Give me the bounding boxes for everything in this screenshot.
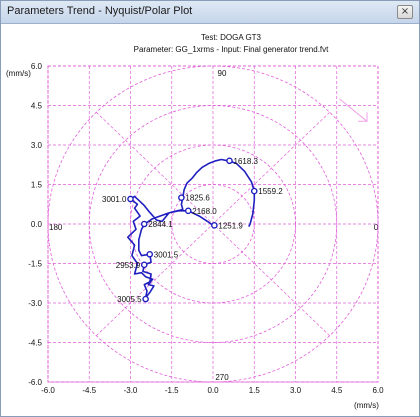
rotation-arrow-head-icon — [358, 112, 368, 122]
x-tick-label: -1.5 — [165, 386, 179, 395]
data-point-label: 2844.1 — [148, 220, 173, 229]
plot-area: -6.0 -4.5 -3.0 -1.5 0.0 1.5 3.0 4.5 6.0 6.0 4.5 3.0… — [28, 62, 384, 395]
data-point-marker — [250, 187, 258, 195]
data-point-marker — [140, 261, 148, 269]
x-tick-label: -6.0 — [41, 386, 55, 395]
polar-ring — [130, 144, 296, 304]
window-title: Parameters Trend - Nyquist/Polar Plot — [7, 5, 193, 17]
x-tick-label: 6.0 — [372, 386, 384, 395]
data-point-label: 3001.5 — [154, 250, 179, 259]
data-point-marker — [140, 220, 148, 228]
x-tick-label: 1.5 — [249, 386, 261, 395]
angle-label-270: 270 — [215, 373, 229, 382]
data-point-marker — [146, 250, 154, 258]
data-point-marker — [226, 157, 233, 165]
y-tick-label: -1.5 — [28, 260, 42, 269]
data-point-marker — [184, 207, 192, 215]
y-tick-label: 1.5 — [31, 181, 43, 190]
data-point-label: 2953.9 — [116, 261, 141, 270]
series-line — [127, 158, 256, 299]
title-bar[interactable]: Parameters Trend - Nyquist/Polar Plot × — [1, 1, 419, 24]
chart-title: Test: DOGA GT3 — [201, 33, 262, 42]
angle-label-90: 90 — [218, 69, 227, 78]
data-point-label: 1251.9 — [218, 221, 243, 230]
data-point-label: 3001.0 — [102, 195, 127, 204]
y-tick-label: 3.0 — [31, 141, 43, 150]
data-point-label: 1618.3 — [234, 157, 259, 166]
y-tick-label: 6.0 — [31, 62, 43, 71]
angle-label-180: 180 — [49, 223, 63, 232]
y-tick-label: -6.0 — [28, 378, 42, 387]
x-axis-label: (mm/s) — [354, 401, 379, 410]
polar-ring — [88, 105, 338, 343]
chart-subtitle: Parameter: GG_1xrms - Input: Final gener… — [134, 45, 330, 54]
polar-ring — [171, 184, 255, 264]
polar-ring — [47, 65, 379, 383]
angle-label-0: 0 — [374, 223, 379, 232]
x-tick-label: 4.5 — [331, 386, 343, 395]
data-point-marker — [142, 295, 149, 303]
data-point-marker — [211, 222, 218, 229]
close-button[interactable]: × — [397, 5, 413, 19]
y-tick-label: -3.0 — [28, 299, 42, 308]
y-axis-label: (mm/s) — [6, 69, 31, 78]
y-tick-label: 0.0 — [31, 220, 43, 229]
data-point-marker — [178, 194, 185, 201]
data-point-label: 3005.5 — [117, 295, 142, 304]
rotation-arrow-icon — [339, 98, 368, 122]
x-tick-label: 0.0 — [207, 386, 219, 395]
y-tick-label: 4.5 — [31, 102, 43, 111]
data-point-label: 2168.0 — [192, 207, 217, 216]
data-point-marker — [127, 195, 134, 203]
y-tick-label: -4.5 — [28, 339, 42, 348]
data-point-label: 1559.2 — [258, 187, 283, 196]
x-tick-label: 3.0 — [290, 386, 302, 395]
x-tick-label: -4.5 — [82, 386, 96, 395]
x-tick-label: -3.0 — [124, 386, 138, 395]
data-point-label: 1825.6 — [185, 194, 210, 203]
